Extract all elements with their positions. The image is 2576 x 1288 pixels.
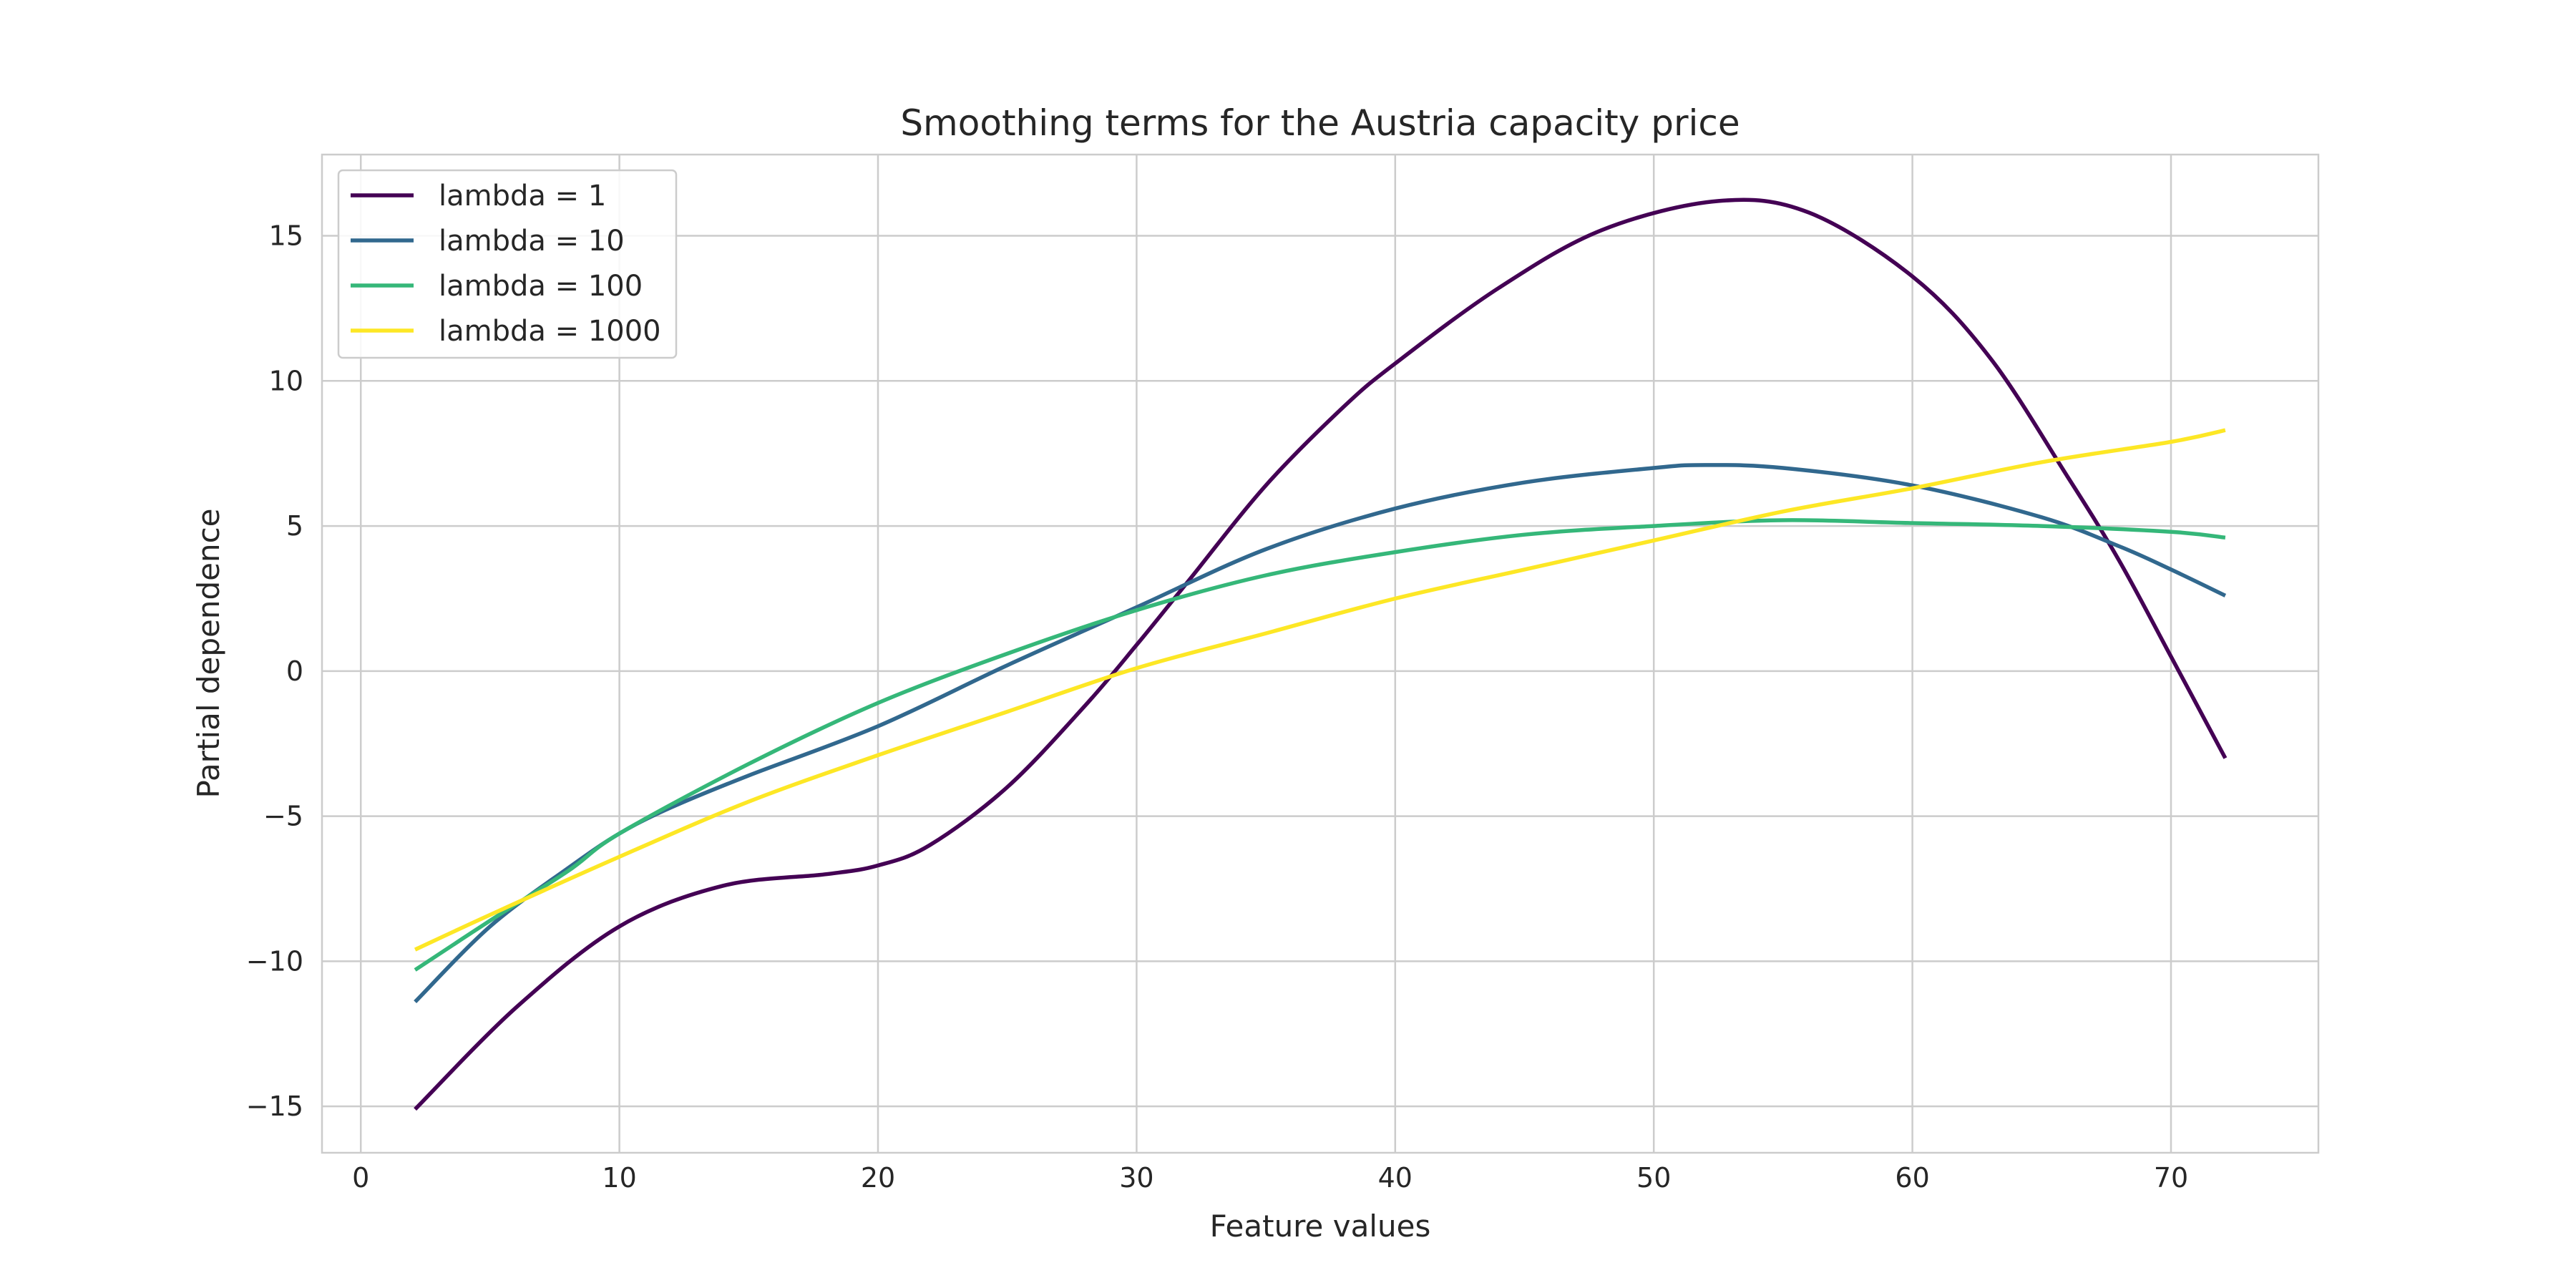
y-tick-label: 15 [269, 220, 303, 252]
grid [322, 155, 2318, 1153]
series-line-lambda-1 [414, 197, 2228, 1111]
x-tick-label: 20 [861, 1162, 895, 1194]
legend-label: lambda = 1000 [439, 315, 661, 348]
tick-labels: 0 10 20 30 40 50 60 70 −15 −10 −5 0 5 10 15 [246, 220, 2188, 1194]
x-tick-label: 10 [602, 1162, 636, 1194]
y-tick-label: 10 [269, 365, 303, 396]
legend-label: lambda = 1 [439, 180, 606, 213]
legend: lambda = 1 lambda = 10 lambda = 100 lambda … [337, 169, 678, 359]
legend-box [337, 169, 678, 359]
x-tick-label: 0 [352, 1162, 369, 1194]
x-tick-label: 60 [1895, 1162, 1929, 1194]
y-axis-label: Partial dependence [191, 508, 226, 798]
x-tick-label: 70 [2154, 1162, 2188, 1194]
x-axis-label: Feature values [1210, 1209, 1431, 1244]
series-line-lambda-1000 [414, 428, 2226, 952]
series-line-lambda-100 [414, 518, 2226, 972]
series-lines [414, 197, 2228, 1111]
y-tick-label: −5 [263, 801, 303, 832]
y-tick-label: −15 [246, 1091, 303, 1122]
x-tick-label: 50 [1636, 1162, 1671, 1194]
y-tick-label: 0 [286, 655, 303, 687]
legend-label: lambda = 100 [439, 270, 643, 303]
x-tick-label: 30 [1119, 1162, 1153, 1194]
x-tick-label: 40 [1378, 1162, 1413, 1194]
y-tick-label: 5 [286, 510, 303, 542]
legend-label: lambda = 10 [439, 225, 625, 258]
chart-title: Smoothing terms for the Austria capacity… [900, 102, 1740, 144]
y-tick-label: −10 [246, 945, 303, 977]
